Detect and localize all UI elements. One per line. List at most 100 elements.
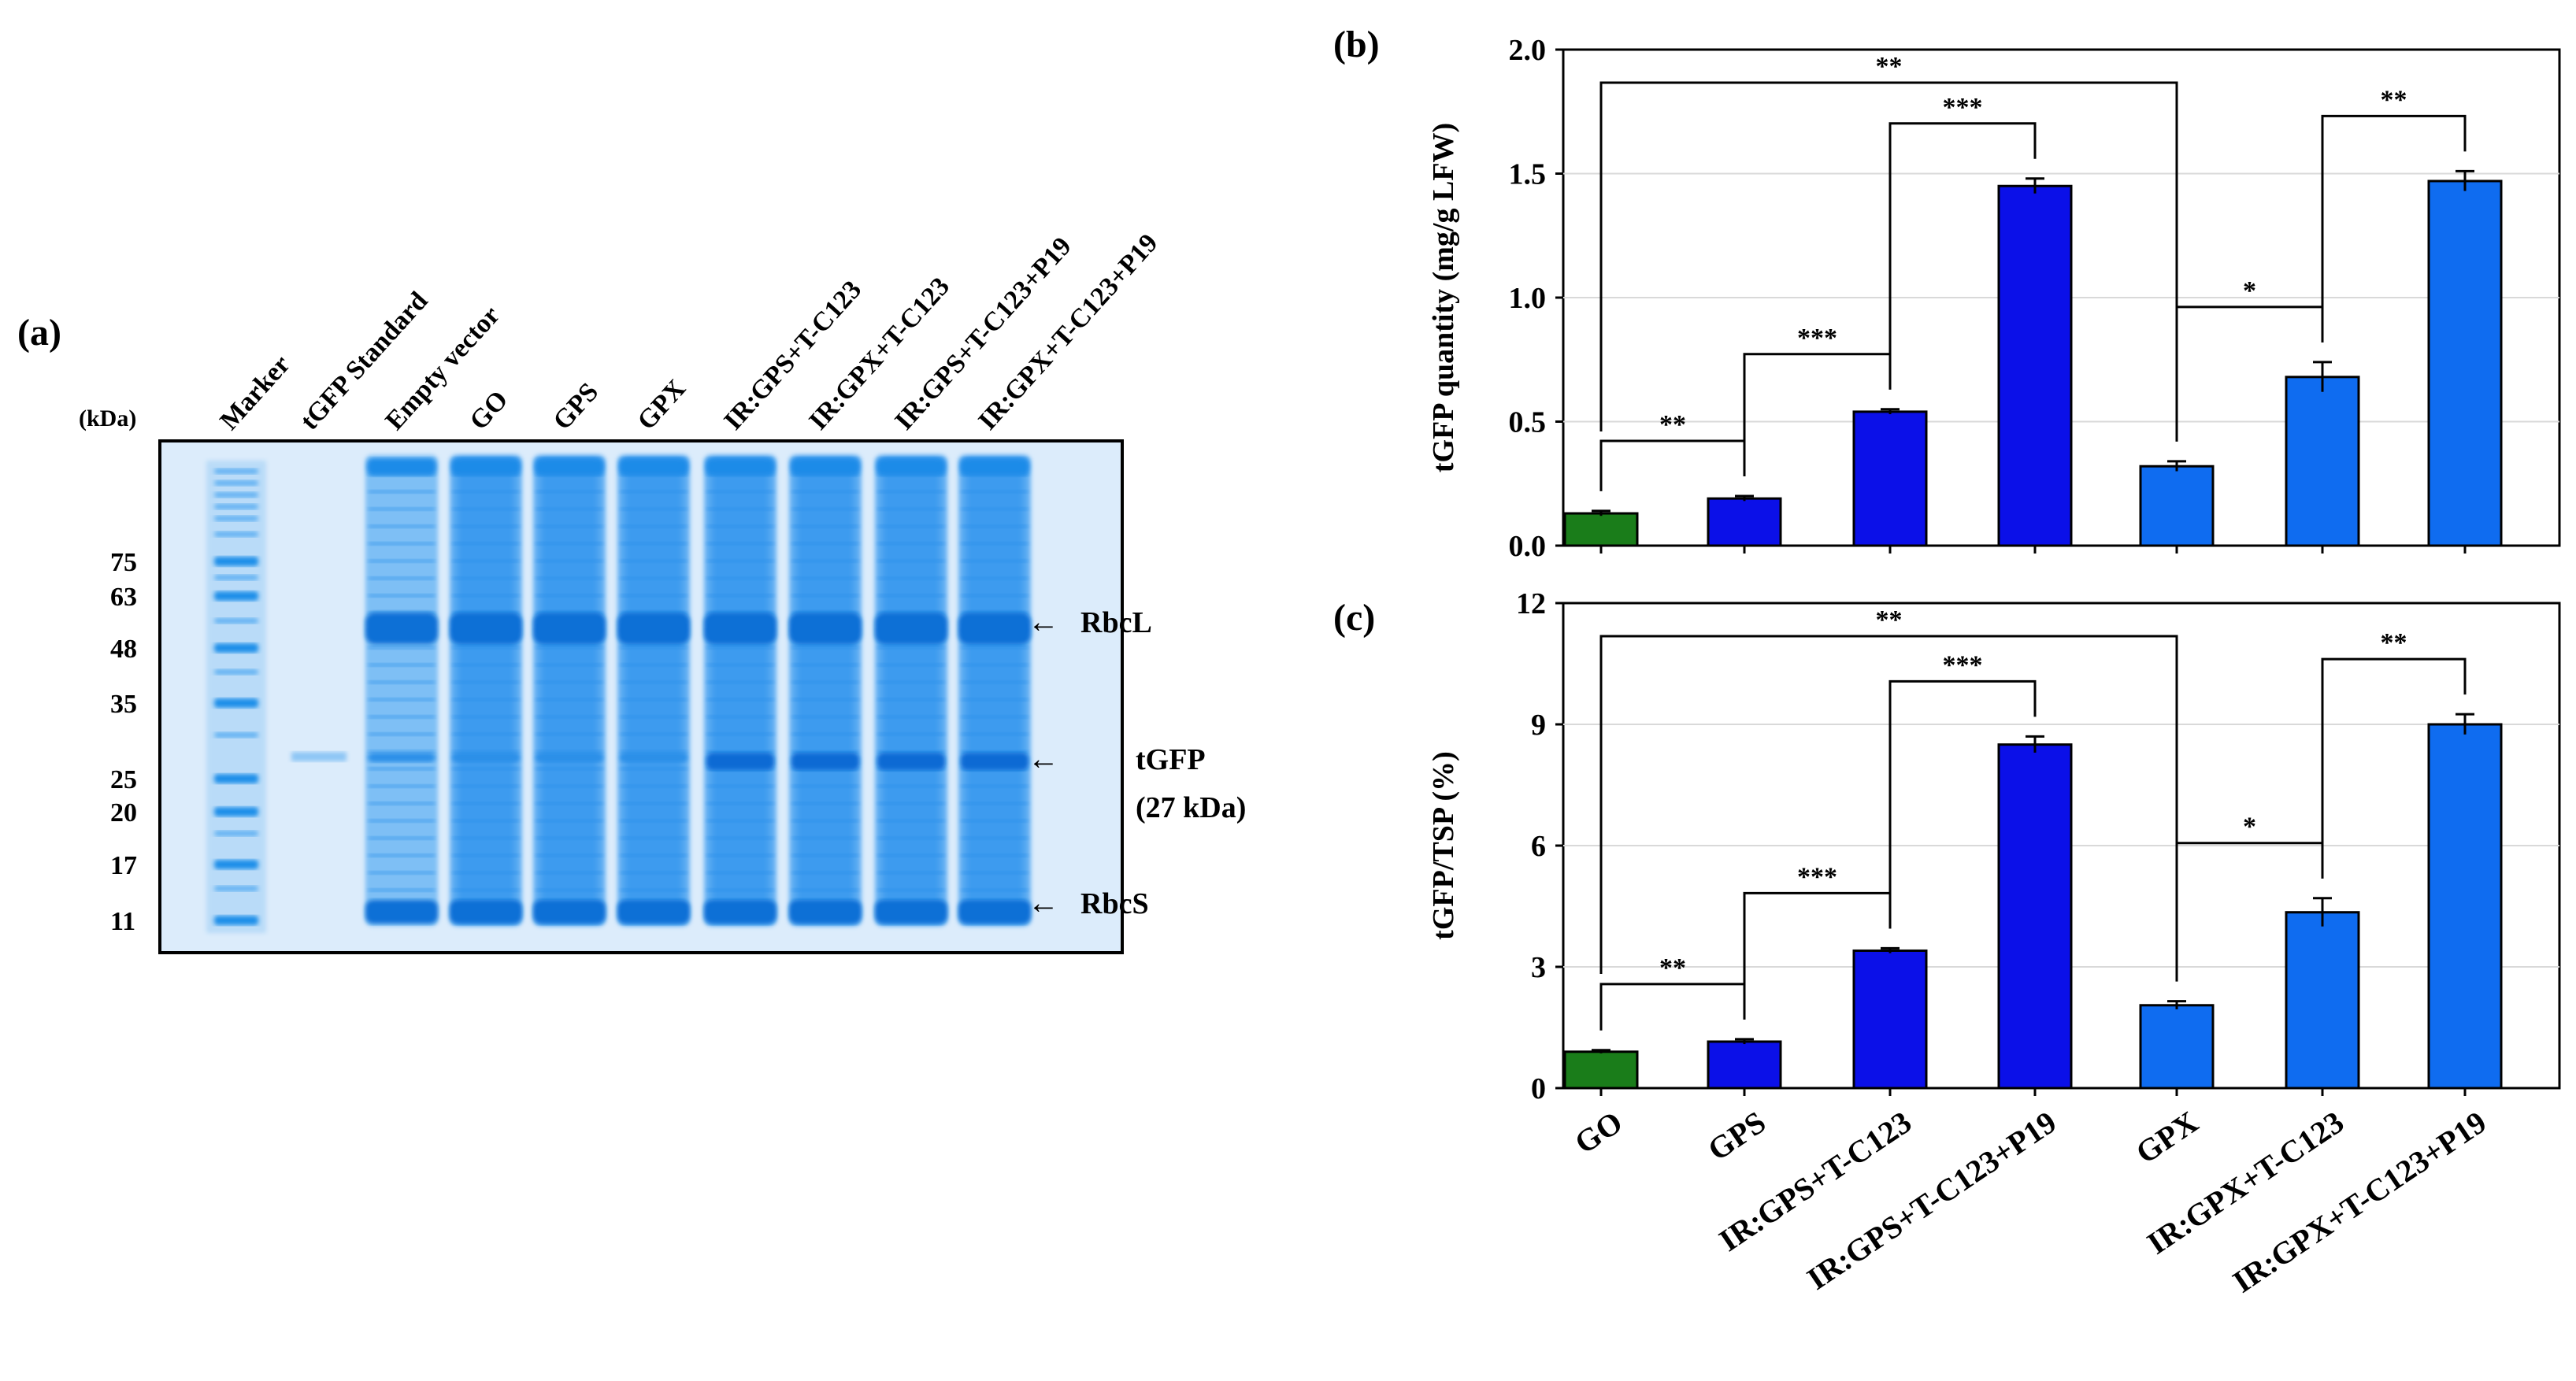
significance-label: **: [1876, 52, 1903, 81]
rbcl-band: [365, 613, 438, 644]
x-category-label: GPS: [1701, 1104, 1772, 1168]
rbcl-band: [875, 613, 947, 644]
top-band: [451, 458, 521, 476]
marker-band: [214, 575, 258, 580]
marker-size-label: 35: [110, 690, 137, 719]
marker-band: [214, 807, 258, 816]
error-bar: [1881, 408, 1900, 415]
y-tick-label: 1.5: [1509, 158, 1547, 191]
bar: [1852, 410, 1928, 547]
marker-band: [214, 669, 258, 675]
rbcs-band: [533, 900, 606, 924]
tgfp-band: [791, 753, 859, 770]
top-band: [535, 458, 604, 476]
lane-label: GPX: [632, 374, 691, 435]
y-axis-label: tGFP/TSP (%): [1427, 751, 1460, 940]
gel-frame: [158, 439, 1124, 954]
error-bar: [1592, 1049, 1610, 1053]
significance-label: *: [2243, 276, 2256, 305]
top-band: [791, 458, 860, 476]
bar: [1852, 949, 1928, 1090]
rbcs-band: [704, 900, 777, 924]
marker-size-label: 75: [110, 548, 137, 577]
y-tick-label: 2.0: [1509, 34, 1547, 67]
marker-band: [214, 468, 258, 474]
y-tick-label: 0.5: [1509, 406, 1547, 439]
error-bar: [2313, 897, 2332, 927]
significance-bracket: **: [2321, 85, 2467, 342]
y-tick-label: 9: [1531, 709, 1546, 742]
rbcl-arrow: ←: [1028, 604, 1059, 639]
significance-bracket: *: [2175, 276, 2324, 442]
chart-b: 0.0 0.5 1.0 1.5 2.0 tGFP quantity (mg/g LFW) (…: [1333, 24, 2561, 563]
significance-bracket: **: [2321, 628, 2467, 879]
sample-lane: [875, 455, 947, 926]
bar: [2139, 1004, 2215, 1090]
marker-size-label: 20: [110, 798, 137, 827]
significance-label: **: [2381, 628, 2407, 657]
bar: [1563, 1050, 1639, 1090]
sample-lane: [617, 455, 690, 926]
tgfp-band: [706, 753, 774, 770]
marker-band: [214, 618, 258, 624]
rbcs-band: [958, 900, 1031, 924]
error-bar: [2456, 169, 2474, 191]
significance-bracket: **: [1599, 605, 2178, 974]
x-category-label: GO: [1568, 1104, 1629, 1161]
error-bar: [2167, 460, 2186, 472]
significance-label: ***: [1943, 93, 1983, 122]
marker-band: [214, 698, 258, 708]
tgfp-band: [877, 753, 945, 770]
bar: [2285, 376, 2360, 547]
error-bar: [1735, 494, 1754, 502]
significance-bracket: *: [2175, 813, 2324, 982]
significance-bracket: **: [1599, 410, 1746, 491]
marker-band: [214, 492, 258, 498]
tgfp-band: [452, 753, 520, 762]
y-tick-label: 6: [1531, 830, 1546, 863]
bar: [1997, 184, 2073, 547]
rbcs-band: [617, 900, 690, 924]
error-bar: [1881, 946, 1900, 953]
marker-size-label: 11: [110, 907, 135, 936]
sample-lane: [704, 455, 777, 926]
error-bar: [1735, 1038, 1754, 1045]
sample-lane: [958, 455, 1031, 926]
significance-label: *: [2243, 813, 2256, 842]
significance-label: **: [1659, 953, 1686, 983]
tgfp-band: [536, 753, 603, 762]
panel-label: (b): [1333, 24, 1380, 65]
tgfp-kda-label: (27 kDa): [1136, 791, 1246, 824]
top-band: [960, 458, 1029, 476]
bar: [2139, 465, 2215, 547]
marker-band: [214, 732, 258, 738]
marker-size-label: 25: [110, 765, 137, 794]
lane-label: GPS: [547, 377, 604, 435]
sample-lane: [365, 455, 438, 926]
tgfp-band: [368, 753, 436, 762]
band-annotations: ← RbcL ← tGFP (27 kDa) ← RbcS: [1028, 604, 1246, 920]
kda-label: (kDa): [79, 405, 136, 431]
tgfp-label: tGFP: [1136, 743, 1206, 776]
marker-band: [214, 643, 258, 653]
rbcs-band: [875, 900, 947, 924]
marker-band: [214, 557, 258, 566]
significance-label: ***: [1797, 324, 1837, 353]
tgfp-arrow: ←: [1028, 741, 1059, 776]
x-category-label: GPX: [2129, 1104, 2204, 1171]
marker-size-label: 63: [110, 583, 137, 612]
lane-label: Marker: [214, 350, 295, 435]
bar: [1707, 1040, 1782, 1090]
significance-bracket: ***: [1743, 324, 1892, 476]
rbcs-arrow: ←: [1028, 885, 1059, 920]
rbcl-band: [617, 613, 690, 644]
marker-size-label: 48: [110, 635, 137, 664]
panel-a-label: (a): [17, 312, 61, 354]
bar: [1563, 512, 1639, 547]
error-bar: [2456, 713, 2474, 735]
top-band: [619, 458, 688, 476]
